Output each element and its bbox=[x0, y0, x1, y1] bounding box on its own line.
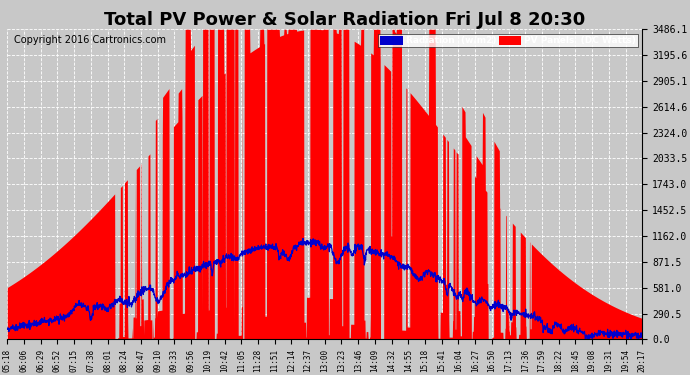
Legend: Radiation  (w/m2), PV Panels  (DC Watts): Radiation (w/m2), PV Panels (DC Watts) bbox=[379, 34, 638, 47]
Text: Total PV Power & Solar Radiation Fri Jul 8 20:30: Total PV Power & Solar Radiation Fri Jul… bbox=[104, 11, 586, 29]
Text: Copyright 2016 Cartronics.com: Copyright 2016 Cartronics.com bbox=[14, 36, 166, 45]
